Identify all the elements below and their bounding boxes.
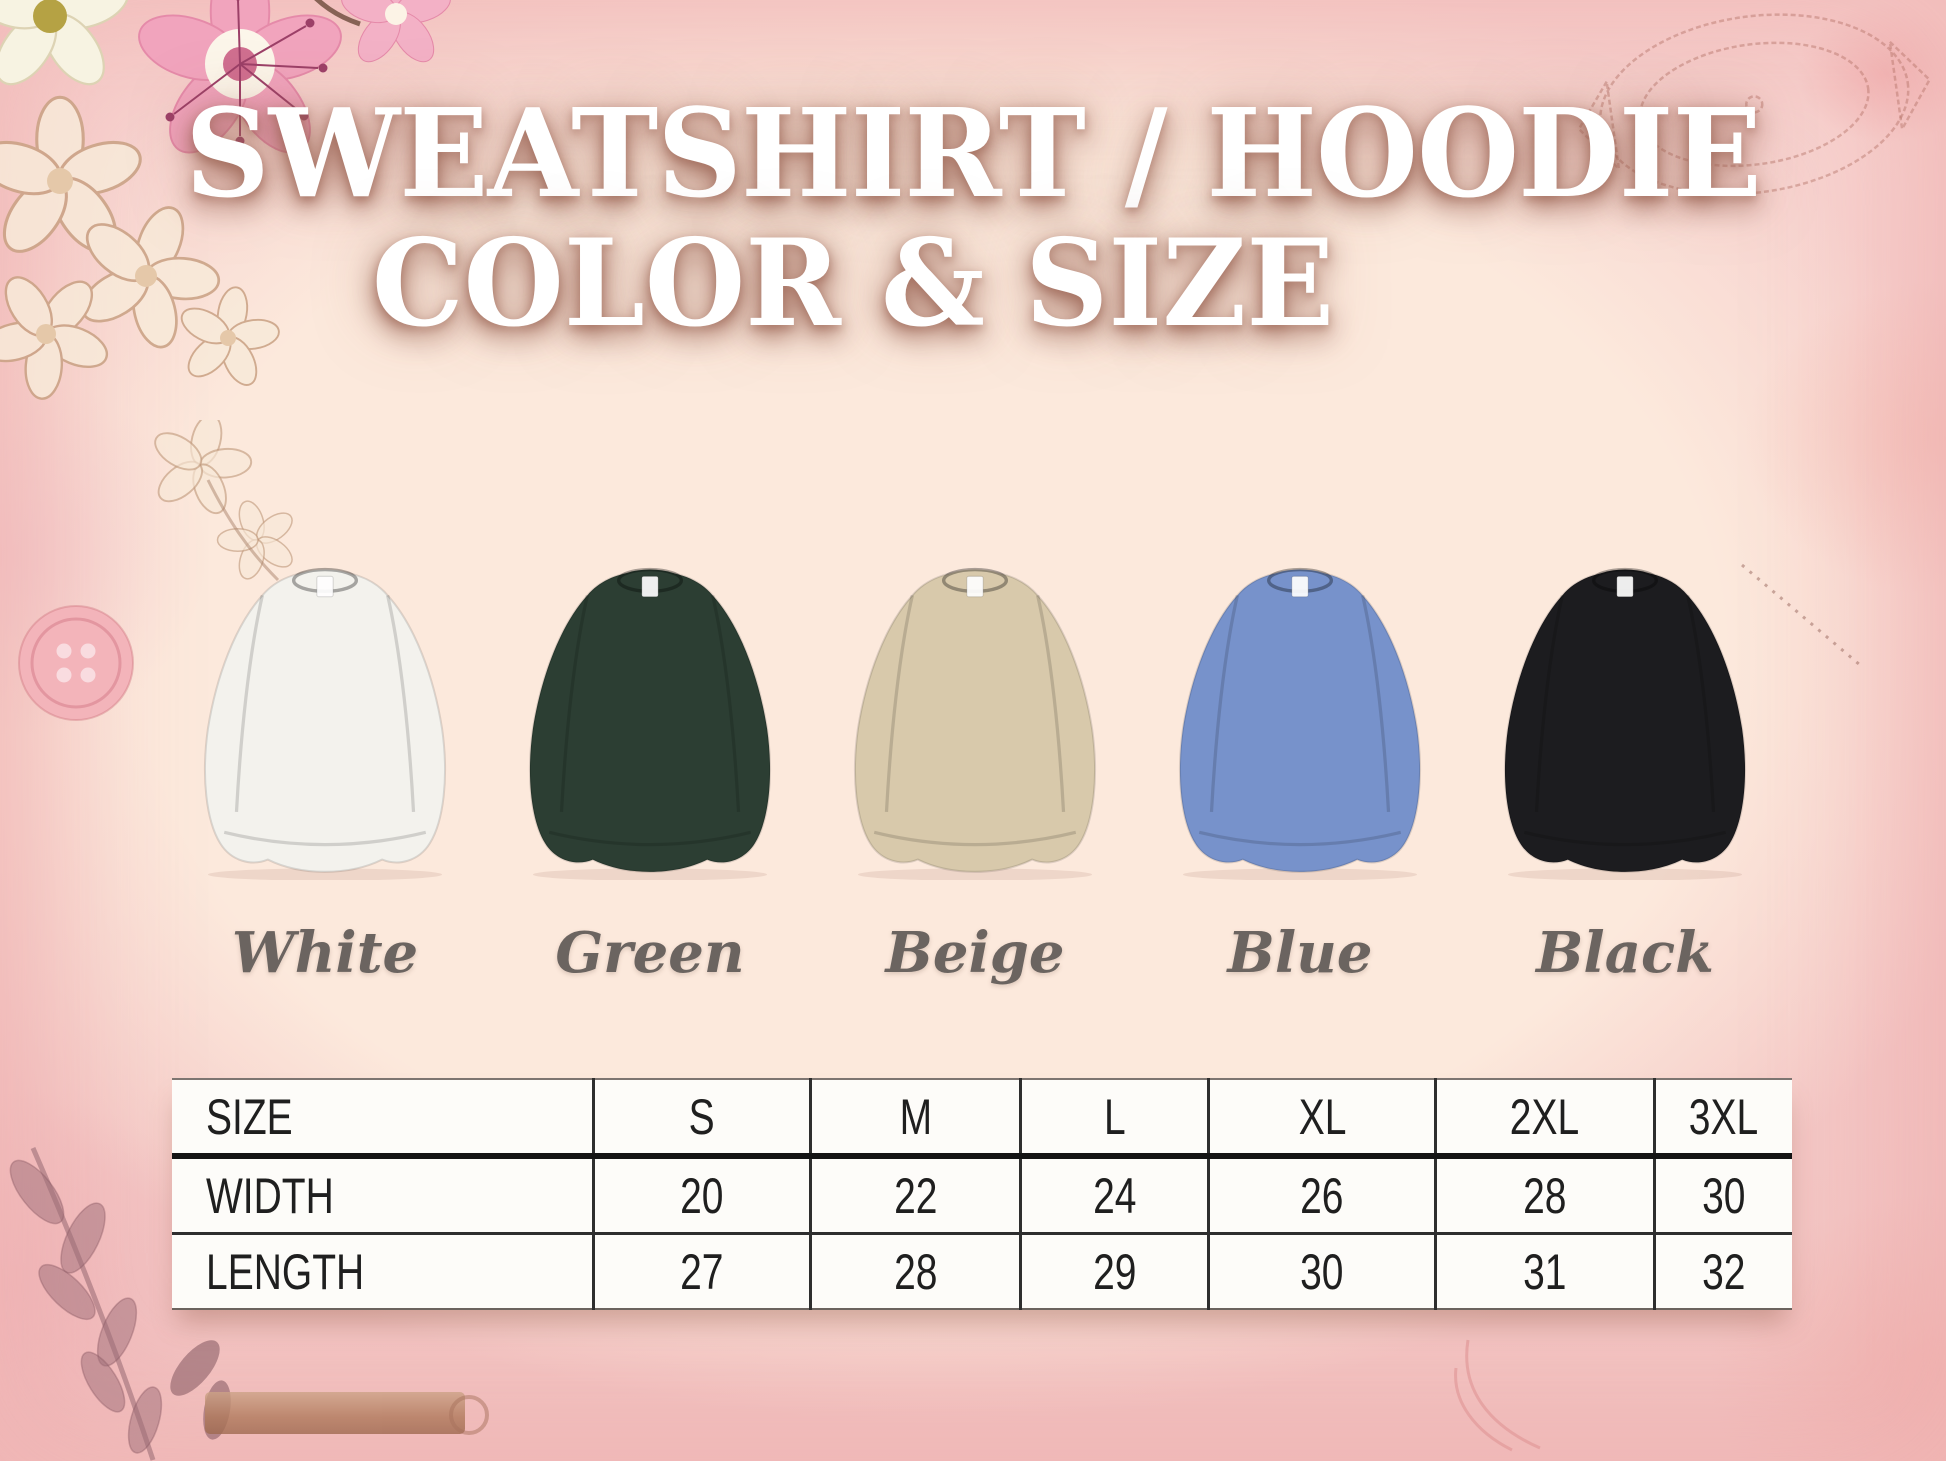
brush-stroke-icon — [205, 1392, 489, 1435]
title-line-1: SWEATSHIRT / HOODIE — [185, 81, 1762, 225]
sewing-button-icon — [18, 605, 134, 721]
sweatshirt-image — [528, 567, 772, 880]
length-value-s: 27 — [591, 1233, 811, 1309]
product-option-beige: Beige — [825, 560, 1125, 986]
color-label: Green — [555, 920, 745, 986]
color-label: Black — [1536, 920, 1714, 986]
column-header-l: L — [1019, 1079, 1209, 1159]
width-value-m: 22 — [808, 1156, 1021, 1235]
width-value-l: 24 — [1019, 1156, 1209, 1235]
product-option-green: Green — [500, 560, 800, 986]
product-option-white: White — [175, 560, 475, 986]
product-option-blue: Blue — [1150, 560, 1450, 986]
length-row: LENGTH 27 28 29 30 31 32 — [172, 1233, 1792, 1309]
length-value-m: 28 — [808, 1233, 1021, 1309]
size-chart-table: SIZE S M L XL 2XL 3XL WIDTH 20 22 24 26 … — [172, 1078, 1792, 1310]
color-label: White — [231, 920, 419, 986]
length-value-2xl: 31 — [1434, 1233, 1655, 1309]
size-header-cell: SIZE — [172, 1079, 594, 1159]
column-header-s: S — [591, 1079, 811, 1159]
sweatshirt-image — [853, 567, 1097, 880]
page-title: SWEATSHIRT / HOODIE COLOR & SIZE — [0, 92, 1946, 344]
width-value-s: 20 — [591, 1156, 811, 1235]
width-value-xl: 26 — [1207, 1156, 1436, 1235]
sweatshirt-image — [203, 567, 447, 880]
column-header-xl: XL — [1207, 1079, 1436, 1159]
column-header-3xl: 3XL — [1652, 1079, 1792, 1159]
length-label-cell: LENGTH — [206, 1243, 365, 1300]
width-row: WIDTH 20 22 24 26 28 30 — [172, 1156, 1792, 1235]
column-header-2xl: 2XL — [1434, 1079, 1655, 1159]
table-header-row: SIZE S M L XL 2XL 3XL — [172, 1079, 1792, 1159]
sweatshirt-image — [1503, 567, 1747, 880]
length-value-l: 29 — [1019, 1233, 1209, 1309]
length-value-xl: 30 — [1207, 1233, 1436, 1309]
column-header-m: M — [808, 1079, 1021, 1159]
color-label: Blue — [1227, 920, 1373, 986]
product-option-black: Black — [1475, 560, 1775, 986]
width-label-cell: WIDTH — [172, 1156, 594, 1235]
title-line-2: COLOR & SIZE — [371, 213, 1335, 354]
sweatshirt-image — [1178, 567, 1422, 880]
length-value-3xl: 32 — [1652, 1233, 1792, 1309]
width-value-3xl: 30 — [1652, 1156, 1792, 1235]
color-options-row: White Green — [175, 560, 1775, 986]
color-label: Beige — [885, 920, 1065, 986]
petal-arcs-icon — [1454, 1339, 1541, 1452]
width-value-2xl: 28 — [1434, 1156, 1655, 1235]
